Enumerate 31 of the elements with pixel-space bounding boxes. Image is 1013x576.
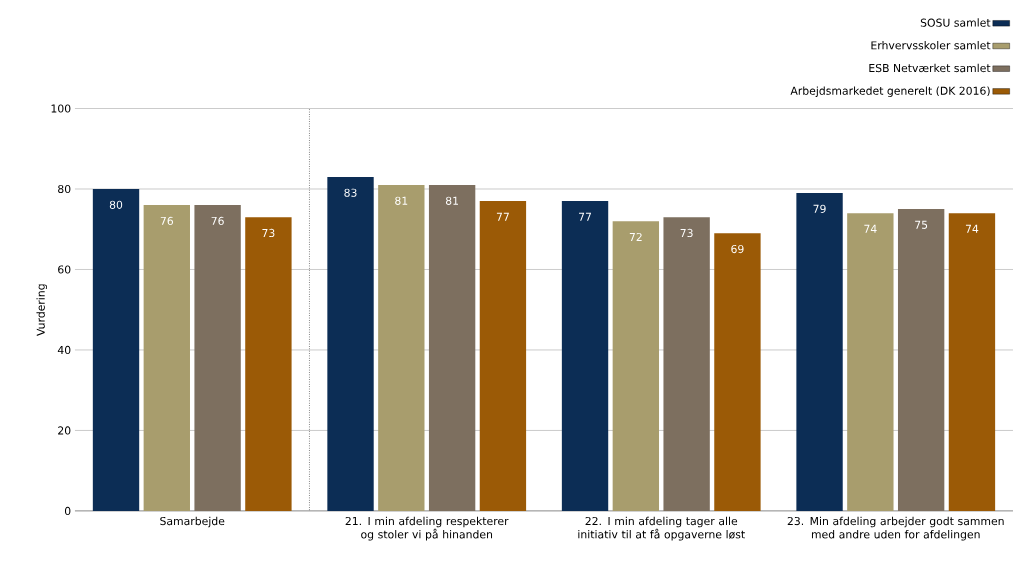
x-tick-label: 22. I min afdeling tager alle initiativ til at få opgaverne løst — [578, 516, 745, 541]
data-label: 76 — [160, 216, 174, 225]
data-label: 73 — [680, 228, 693, 238]
data-label: 73 — [262, 228, 275, 238]
data-label: 79 — [813, 204, 826, 213]
data-label: 74 — [864, 224, 877, 233]
data-label: 81 — [445, 196, 459, 205]
data-label: 77 — [579, 212, 592, 221]
x-tick-label: Samarbejde — [160, 516, 225, 528]
data-label: 76 — [211, 216, 224, 225]
data-label: 83 — [344, 188, 357, 197]
y-tick-label: 0 — [64, 506, 71, 516]
data-label: 77 — [496, 212, 509, 221]
data-label: 81 — [395, 196, 408, 205]
legend-label: SOSU samlet — [920, 18, 991, 27]
y-tick-label: 40 — [57, 345, 71, 355]
data-label: 72 — [629, 232, 642, 241]
y-tick-label: 80 — [58, 184, 71, 194]
x-tick-label: 23. Min afdeling arbejder godt sammen med andre uden for afdelingen — [787, 516, 1004, 541]
data-label: 69 — [731, 244, 744, 254]
data-label: 75 — [915, 220, 928, 229]
y-tick-label: 20 — [58, 426, 71, 435]
data-label: 74 — [965, 224, 979, 233]
y-axis-title: Vurdering — [36, 284, 47, 336]
x-tick-label: 21. I min afdeling respekterer og stoler vi på hinanden — [345, 516, 509, 541]
y-tick-label: 100 — [51, 104, 71, 113]
legend-label: ESB Netværket samlet — [869, 63, 991, 73]
legend-label: Arbejdsmarkedet generelt (DK 2016) — [790, 86, 990, 97]
data-label: 80 — [109, 200, 123, 209]
legend-label: Erhvervsskoler samlet — [871, 41, 991, 50]
y-tick-label: 60 — [58, 265, 71, 274]
